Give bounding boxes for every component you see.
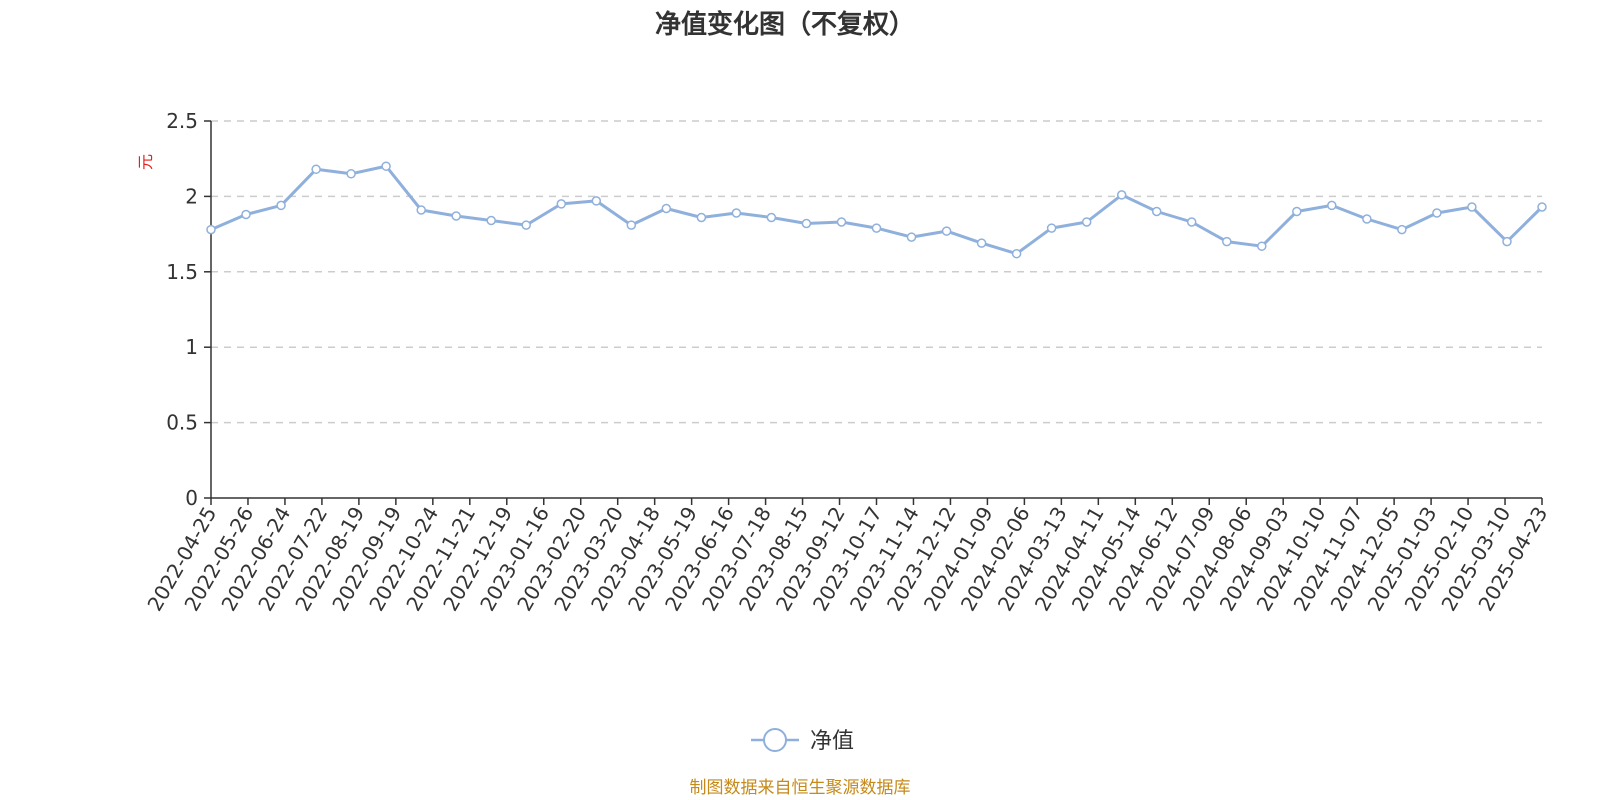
data-point[interactable]: [1432, 208, 1442, 218]
data-point[interactable]: [976, 238, 987, 248]
data-point[interactable]: [696, 212, 707, 223]
data-point[interactable]: [661, 203, 672, 214]
data-point[interactable]: [1537, 202, 1547, 212]
series-layer: [206, 161, 1547, 259]
data-point[interactable]: [836, 217, 847, 227]
data-point[interactable]: [1186, 217, 1197, 227]
data-point[interactable]: [766, 212, 777, 223]
data-point[interactable]: [381, 161, 391, 171]
data-point[interactable]: [206, 224, 216, 235]
data-point[interactable]: [1467, 202, 1477, 212]
data-point[interactable]: [906, 232, 917, 242]
y-tick-label: 0.5: [166, 411, 198, 435]
data-point[interactable]: [276, 200, 286, 211]
data-point[interactable]: [1222, 236, 1232, 247]
data-point[interactable]: [1327, 200, 1337, 211]
data-point[interactable]: [801, 218, 812, 229]
data-point[interactable]: [346, 169, 356, 179]
y-tick-label: 0: [185, 486, 198, 510]
data-point[interactable]: [1397, 224, 1407, 235]
data-point[interactable]: [731, 208, 742, 218]
data-point[interactable]: [241, 209, 251, 220]
data-point[interactable]: [416, 205, 426, 215]
data-point[interactable]: [626, 220, 637, 230]
y-axis-label: 元: [136, 154, 155, 170]
data-point[interactable]: [451, 211, 461, 221]
data-point[interactable]: [1292, 206, 1302, 217]
legend[interactable]: 净值: [751, 728, 854, 754]
data-point[interactable]: [1046, 223, 1057, 233]
legend-label: 净值: [810, 729, 854, 754]
x-axis-ticks: 2022-04-252022-05-262022-06-242022-07-22…: [142, 498, 1552, 615]
data-point[interactable]: [1116, 190, 1127, 200]
y-tick-label: 2: [185, 184, 198, 208]
y-tick-label: 2.5: [166, 109, 198, 133]
data-point[interactable]: [486, 215, 496, 226]
source-note: 制图数据来自恒生聚源数据库: [690, 778, 911, 798]
data-point[interactable]: [1257, 241, 1267, 251]
y-tick-label: 1: [185, 335, 198, 359]
axes: [210, 121, 1542, 499]
data-point[interactable]: [556, 199, 567, 209]
data-point[interactable]: [941, 226, 952, 236]
data-point[interactable]: [311, 164, 321, 175]
data-point[interactable]: [1362, 214, 1372, 224]
data-point[interactable]: [1502, 236, 1512, 247]
data-point[interactable]: [1011, 248, 1022, 259]
series-line: [209, 164, 1544, 256]
data-point[interactable]: [1151, 206, 1162, 217]
data-point[interactable]: [591, 196, 602, 206]
data-point[interactable]: [871, 223, 882, 233]
data-point[interactable]: [1081, 217, 1092, 227]
chart-title: 净值变化图（不复权）: [655, 9, 915, 40]
y-tick-label: 1.5: [166, 260, 198, 284]
data-point[interactable]: [521, 220, 531, 230]
legend-circle-icon: [763, 728, 787, 752]
grid-lines: [211, 120, 1542, 424]
y-axis-ticks: 0 0.5 1 1.5 2 2.5: [166, 109, 211, 510]
